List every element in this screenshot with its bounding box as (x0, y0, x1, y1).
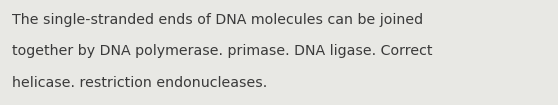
Text: helicase. restriction endonucleases.: helicase. restriction endonucleases. (12, 76, 267, 90)
Text: The single-stranded ends of DNA molecules can be joined: The single-stranded ends of DNA molecule… (12, 13, 424, 27)
Text: together by DNA polymerase. primase. DNA ligase. Correct: together by DNA polymerase. primase. DNA… (12, 44, 433, 58)
